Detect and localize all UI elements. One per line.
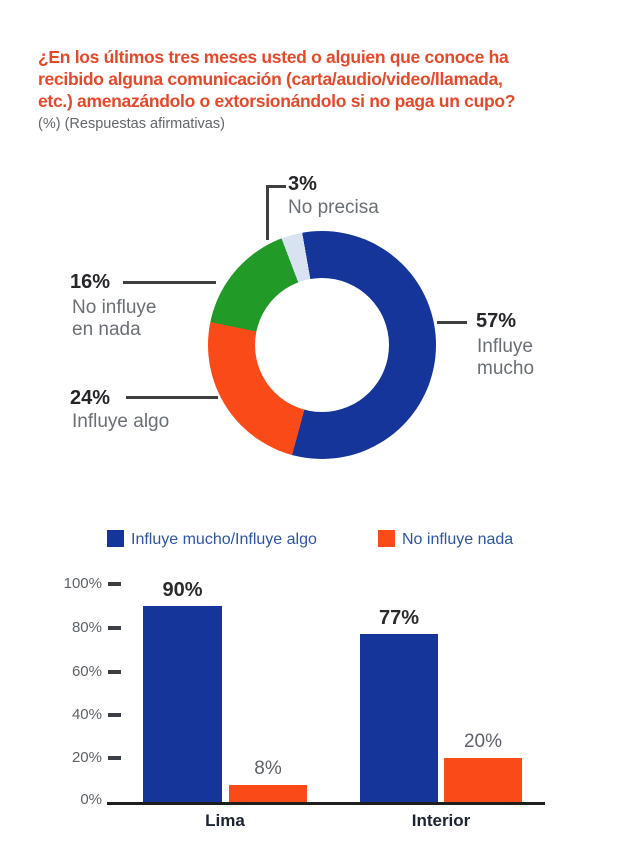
- donut-value-no-influye: 16%: [70, 271, 111, 293]
- ytick-100: 100%: [63, 575, 102, 592]
- ytick-20: 20%: [71, 749, 102, 766]
- question-title: ¿En los últimos tres meses usted o algui…: [38, 47, 516, 111]
- donut-hole: [255, 278, 389, 412]
- x-category-lima: Lima: [205, 811, 245, 830]
- legend-swatch-blue: [107, 530, 124, 547]
- donut-chart: [208, 231, 436, 459]
- legend-swatch-orange: [378, 530, 395, 547]
- x-axis-line: [107, 802, 545, 805]
- donut-label-influye-mucho: Influye mucho: [477, 336, 535, 379]
- ytick-40: 40%: [71, 706, 102, 723]
- x-category-interior: Interior: [411, 811, 471, 830]
- callout-line-no-precisa-v: [266, 185, 269, 240]
- ytick-80: 80%: [71, 619, 102, 636]
- callout-line-influye-mucho: [437, 321, 467, 324]
- bar-value-interior-blue: 77%: [378, 607, 420, 630]
- ytick-dash-100: [108, 582, 121, 586]
- ytick-dash-40: [108, 713, 121, 717]
- bar-value-lima-blue: 90%: [162, 578, 203, 601]
- ytick-0: 0%: [80, 791, 102, 808]
- ytick-dash-60: [108, 670, 121, 674]
- bar-lima-blue: [143, 605, 222, 802]
- donut-label-no-precisa: No precisa: [288, 197, 379, 218]
- legend-label-orange: No influye nada: [402, 531, 514, 548]
- donut-label-no-influye: No influye en nada: [72, 297, 157, 340]
- donut-value-influye-algo: 24%: [70, 387, 111, 409]
- donut-value-influye-mucho: 57%: [476, 310, 517, 332]
- ytick-dash-20: [108, 756, 121, 760]
- callout-line-no-influye: [123, 281, 216, 284]
- ytick-dash-80: [108, 626, 121, 630]
- ytick-60: 60%: [71, 663, 102, 680]
- donut-label-influye-algo: Influye algo: [72, 411, 170, 432]
- donut-value-no-precisa: 3%: [288, 173, 317, 195]
- legend-label-blue: Influye mucho/Influye algo: [131, 531, 317, 548]
- callout-line-influye-algo: [126, 396, 218, 399]
- bar-lima-orange: [229, 784, 307, 802]
- bar-interior-blue: [360, 634, 438, 802]
- bar-value-lima-orange: 8%: [254, 757, 282, 779]
- question-subtitle: (%) (Respuestas afirmativas): [38, 116, 225, 132]
- bar-value-interior-orange: 20%: [463, 731, 503, 753]
- callout-line-no-precisa-h: [266, 185, 286, 188]
- bar-interior-orange: [444, 758, 522, 802]
